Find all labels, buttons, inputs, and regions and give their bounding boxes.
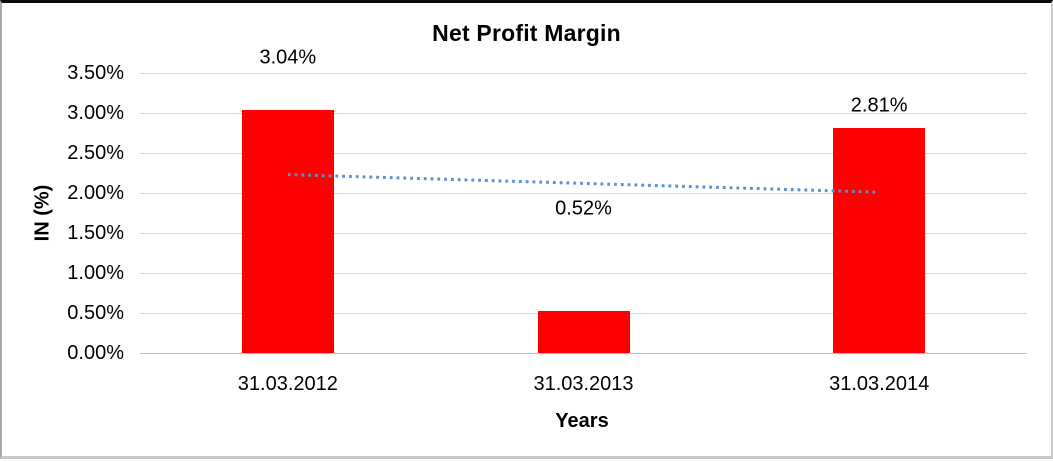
gridline	[140, 73, 1027, 74]
net-profit-margin-chart: Net Profit Margin IN (%) 0.00%0.50%1.00%…	[2, 3, 1051, 456]
x-axis-title: Years	[555, 410, 608, 433]
bar-data-label: 3.04%	[259, 47, 316, 70]
x-tick-label: 31.03.2014	[829, 373, 929, 396]
bar-data-label: 0.52%	[555, 198, 612, 221]
y-tick-label: 2.50%	[2, 142, 124, 164]
y-tick-label: 0.50%	[2, 302, 124, 324]
y-tick-label: 3.50%	[2, 62, 124, 84]
y-tick-label: 2.00%	[2, 182, 124, 204]
bar	[833, 128, 925, 353]
x-tick-label: 31.03.2013	[533, 373, 633, 396]
y-tick-label: 1.50%	[2, 222, 124, 244]
bar	[538, 311, 630, 353]
x-tick-label: 31.03.2012	[238, 373, 338, 396]
bar	[242, 110, 334, 353]
y-tick-label: 0.00%	[2, 342, 124, 364]
bar-data-label: 2.81%	[851, 95, 908, 118]
y-tick-label: 1.00%	[2, 262, 124, 284]
y-tick-label: 3.00%	[2, 102, 124, 124]
trendline	[288, 175, 879, 193]
chart-title: Net Profit Margin	[2, 20, 1051, 47]
